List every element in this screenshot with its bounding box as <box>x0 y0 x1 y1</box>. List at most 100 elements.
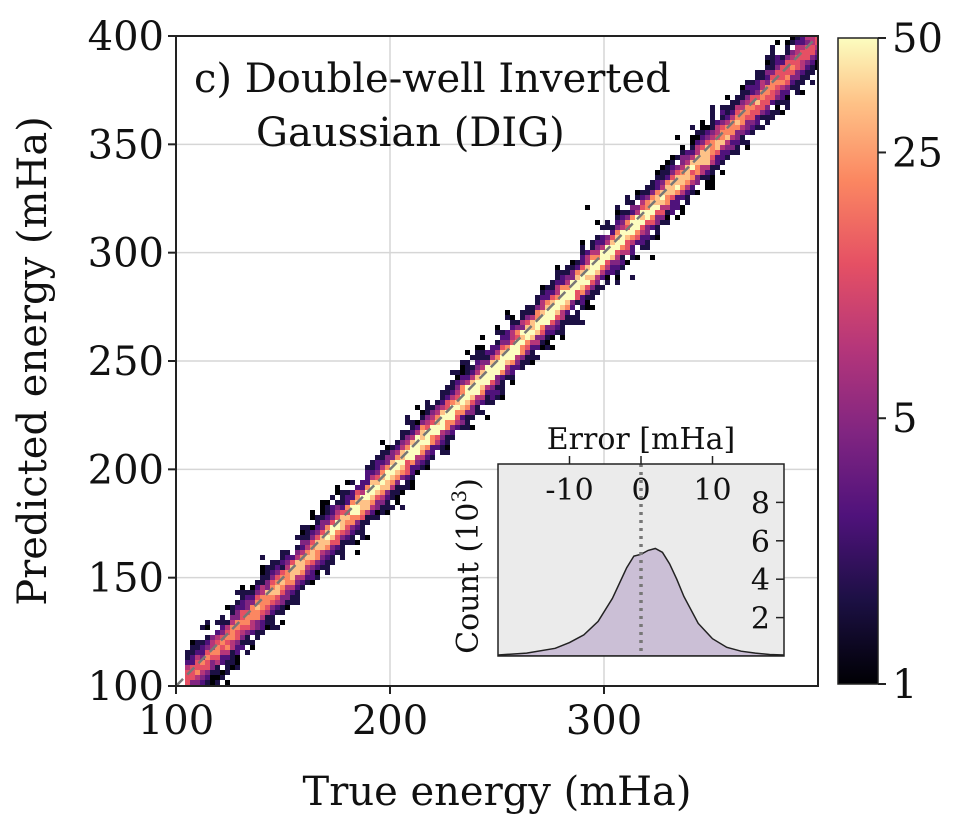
density-cell <box>745 90 750 95</box>
density-cell <box>555 280 560 285</box>
density-cell <box>215 620 220 625</box>
density-cell <box>630 205 635 210</box>
density-cell <box>575 315 580 320</box>
density-cell <box>185 650 190 655</box>
density-cell <box>505 340 510 345</box>
density-cell <box>275 610 280 615</box>
density-cell <box>475 345 480 350</box>
density-cell <box>805 25 810 30</box>
density-cell <box>270 560 275 565</box>
density-cell <box>215 675 220 680</box>
density-cell <box>550 345 555 350</box>
density-cell <box>560 275 565 280</box>
density-cell <box>205 690 210 695</box>
density-cell <box>580 305 585 310</box>
density-cell <box>815 30 820 35</box>
density-cell <box>815 15 820 20</box>
density-cell <box>460 360 465 365</box>
density-cell <box>480 335 485 340</box>
density-cell <box>310 580 315 585</box>
density-cell <box>660 175 665 180</box>
density-cell <box>810 20 815 25</box>
density-cell <box>710 105 715 110</box>
density-cell <box>710 110 715 115</box>
density-cell <box>810 30 815 35</box>
density-cell <box>570 260 575 265</box>
density-cell <box>330 550 335 555</box>
density-cell <box>235 660 240 665</box>
density-cell <box>400 490 405 495</box>
density-cell <box>205 620 210 625</box>
density-cell <box>725 105 730 110</box>
density-cell <box>710 115 715 120</box>
density-cell <box>645 235 650 240</box>
density-cell <box>780 95 785 100</box>
density-cell <box>800 25 805 30</box>
density-cell <box>745 130 750 135</box>
density-cell <box>450 370 455 375</box>
density-cell <box>490 385 495 390</box>
density-cell <box>675 135 680 140</box>
density-cell <box>225 660 230 665</box>
density-cell <box>550 280 555 285</box>
density-cell <box>330 495 335 500</box>
density-cell <box>715 125 720 130</box>
density-cell <box>360 515 365 520</box>
density-cell <box>710 180 715 185</box>
density-cell <box>665 215 670 220</box>
density-cell <box>290 595 295 600</box>
density-cell <box>535 355 540 360</box>
density-cell <box>430 405 435 410</box>
density-cell <box>210 675 215 680</box>
density-band <box>185 15 820 695</box>
density-cell <box>590 295 595 300</box>
density-cell <box>785 100 790 105</box>
density-cell <box>450 425 455 430</box>
density-cell <box>465 365 470 370</box>
density-cell <box>490 345 495 350</box>
density-cell <box>200 690 205 695</box>
density-cell <box>770 50 775 55</box>
density-cell <box>815 15 820 20</box>
density-cell <box>630 255 635 260</box>
density-cell <box>215 670 220 675</box>
density-cell <box>700 140 705 145</box>
density-cell <box>510 320 515 325</box>
density-cell <box>195 690 200 695</box>
density-cell <box>525 310 530 315</box>
density-cell <box>615 210 620 215</box>
density-cell <box>400 445 405 450</box>
density-cell <box>620 210 625 215</box>
density-cell <box>465 360 470 365</box>
density-cell <box>560 325 565 330</box>
density-cell <box>485 415 490 420</box>
density-cell <box>425 440 430 445</box>
density-cell <box>705 185 710 190</box>
density-cell <box>190 690 195 695</box>
density-cell <box>600 235 605 240</box>
density-cell <box>815 30 820 35</box>
density-cell <box>685 200 690 205</box>
density-cell <box>245 650 250 655</box>
density-cell <box>580 245 585 250</box>
density-cell <box>195 690 200 695</box>
density-cell <box>690 135 695 140</box>
density-cell <box>270 625 275 630</box>
density-cell <box>355 540 360 545</box>
density-cell <box>325 560 330 565</box>
density-cell <box>720 160 725 165</box>
density-cell <box>770 45 775 50</box>
density-cell <box>310 530 315 535</box>
density-cell <box>430 455 435 460</box>
density-cell <box>700 125 705 130</box>
density-cell <box>310 525 315 530</box>
density-cell <box>530 360 535 365</box>
density-cell <box>555 270 560 275</box>
density-cell <box>225 655 230 660</box>
density-cell <box>415 470 420 475</box>
density-cell <box>495 340 500 345</box>
density-cell <box>510 380 515 385</box>
density-cell <box>415 420 420 425</box>
